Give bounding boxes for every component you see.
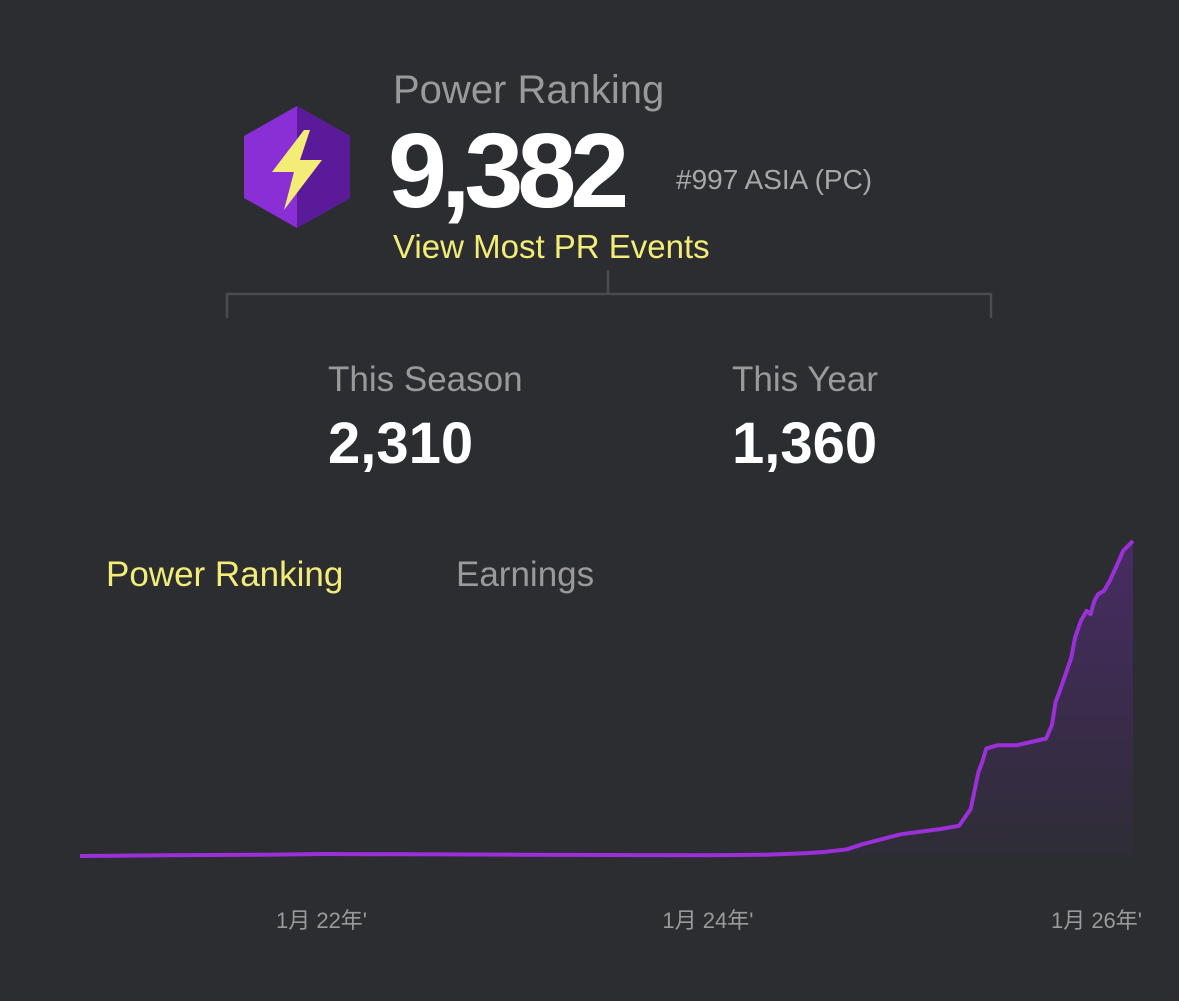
regional-rank: #997 ASIA (PC): [676, 164, 873, 195]
chart-series-line: [79, 539, 1135, 858]
chart-area-fill: [80, 541, 1133, 856]
this-season-value: 2,310: [328, 411, 474, 476]
power-ranking-label: Power Ranking: [393, 68, 665, 112]
view-most-pr-events-link[interactable]: View Most PR Events: [393, 228, 710, 265]
x-tick-label: 1月 24年': [662, 908, 753, 933]
x-tick-label: 1月 22年': [276, 908, 367, 933]
power-ranking-value: 9,382: [388, 112, 629, 230]
tab-power-ranking[interactable]: Power Ranking: [106, 555, 344, 594]
x-tick-label: 1月 26年': [1051, 908, 1142, 933]
lightning-bolt-icon: [244, 106, 350, 228]
this-year-label: This Year: [732, 360, 878, 399]
tab-earnings[interactable]: Earnings: [456, 555, 595, 594]
this-season-label: This Season: [328, 360, 523, 399]
this-year-value: 1,360: [732, 411, 878, 476]
stats-bracket-divider: [225, 270, 993, 318]
